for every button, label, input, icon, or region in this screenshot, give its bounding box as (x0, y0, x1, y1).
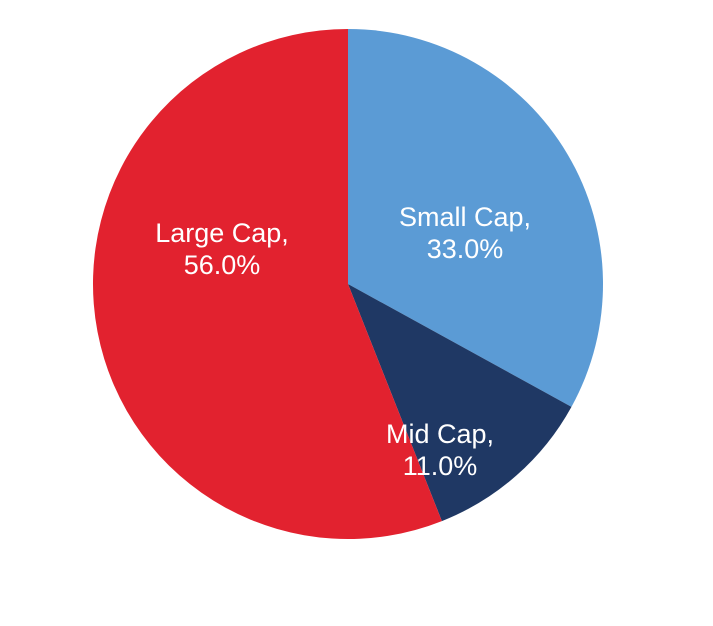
pie-label-small-cap: Small Cap, 33.0% (399, 202, 531, 264)
pie-labels: Small Cap, 33.0% Mid Cap, 11.0% Large Cap, 56… (155, 202, 531, 481)
pie-label-category: Large Cap, (155, 218, 289, 248)
pie-label-category: Small Cap, (399, 202, 531, 232)
pie-label-mid-cap: Mid Cap, 11.0% (386, 419, 494, 481)
pie-slice-small-cap (348, 29, 604, 407)
pie-slice-large-cap (92, 29, 442, 539)
pie-label-value: 11.0% (403, 451, 478, 481)
pie-label-large-cap: Large Cap, 56.0% (155, 218, 289, 280)
pie-slice-mid-cap (348, 284, 572, 522)
pie-slices (92, 29, 604, 539)
pie-label-value: 33.0% (427, 234, 504, 264)
pie-label-category: Mid Cap, (386, 419, 494, 449)
pie-label-value: 56.0% (184, 250, 261, 280)
